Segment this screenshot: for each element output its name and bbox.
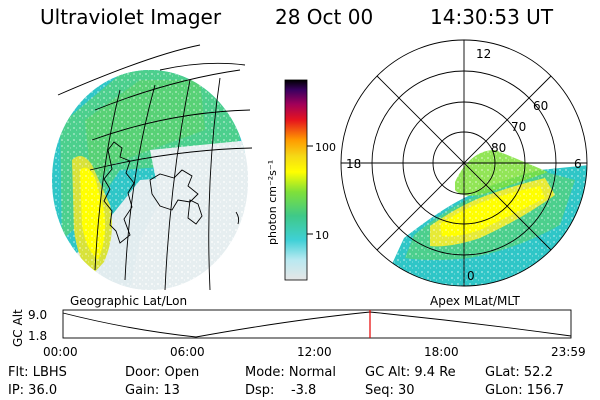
status-glon: GLon: 156.7 bbox=[485, 383, 564, 398]
status-glat: GLat: 52.2 bbox=[485, 365, 553, 380]
timeline-xtick: 23:59 bbox=[551, 345, 586, 359]
status-gc-alt: GC Alt: 9.4 Re bbox=[365, 365, 456, 380]
image-time: 14:30:53 UT bbox=[430, 5, 554, 29]
apex-label: Apex MLat/MLT bbox=[430, 294, 520, 308]
mlt-label-6: 6 bbox=[574, 157, 582, 171]
instrument-title: Ultraviolet Imager bbox=[40, 5, 222, 29]
geographic-auroral-image bbox=[52, 44, 253, 291]
timeline-xtick: 00:00 bbox=[43, 345, 78, 359]
status-seq: Seq: 30 bbox=[365, 383, 415, 398]
timeline-xtick: 18:00 bbox=[424, 345, 459, 359]
status-door: Door: Open bbox=[125, 365, 199, 380]
geographic-label: Geographic Lat/Lon bbox=[70, 294, 187, 308]
image-date: 28 Oct 00 bbox=[275, 5, 374, 29]
mlat-label-60: 60 bbox=[533, 99, 548, 113]
colorbar-tick: 100 bbox=[315, 141, 336, 154]
mlat-label-80: 80 bbox=[491, 141, 506, 155]
timeline-xtick: 12:00 bbox=[297, 345, 332, 359]
colorbar-tick: 10 bbox=[315, 229, 329, 242]
status-filter: Flt: LBHS bbox=[8, 365, 67, 380]
timeline-ylabel: GC Alt bbox=[11, 309, 25, 347]
polar-mlat-mlt-plot: 12 18 6 0 60 70 80 bbox=[340, 39, 588, 287]
altitude-timeline: GC Alt 9.0 1.8 00:00 06:00 12:00 18:00 2… bbox=[11, 308, 586, 359]
mlt-label-0: 0 bbox=[467, 269, 475, 283]
instrument-status: Flt: LBHS Door: Open Mode: Normal GC Alt… bbox=[8, 365, 564, 398]
timeline-ytick: 1.8 bbox=[28, 329, 47, 343]
timeline-xtick: 06:00 bbox=[170, 345, 205, 359]
mlt-label-12: 12 bbox=[476, 47, 491, 61]
status-ip: IP: 36.0 bbox=[8, 383, 57, 398]
status-dsp: Dsp: -3.8 bbox=[245, 383, 316, 398]
mlat-label-70: 70 bbox=[511, 120, 526, 134]
timeline-ytick: 9.0 bbox=[28, 308, 47, 322]
colorbar-unit-label: photon cm⁻²s⁻¹ bbox=[266, 160, 279, 245]
status-mode: Mode: Normal bbox=[245, 365, 336, 380]
colorbar: 100 10 photon cm⁻²s⁻¹ bbox=[266, 79, 336, 281]
status-gain: Gain: 13 bbox=[125, 383, 180, 398]
mlt-label-18: 18 bbox=[346, 157, 361, 171]
